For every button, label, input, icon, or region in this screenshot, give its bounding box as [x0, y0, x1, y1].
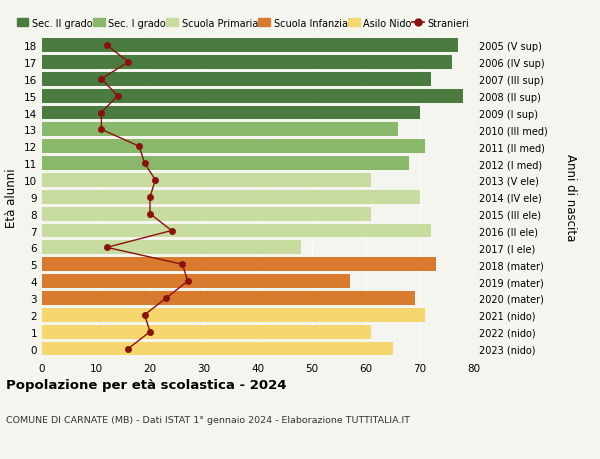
Bar — [42, 325, 371, 339]
Bar — [42, 39, 458, 53]
Legend: Sec. II grado, Sec. I grado, Scuola Primaria, Scuola Infanzia, Asilo Nido, Stran: Sec. II grado, Sec. I grado, Scuola Prim… — [17, 19, 469, 28]
Text: COMUNE DI CARNATE (MB) - Dati ISTAT 1° gennaio 2024 - Elaborazione TUTTITALIA.IT: COMUNE DI CARNATE (MB) - Dati ISTAT 1° g… — [6, 415, 410, 425]
Bar — [42, 73, 431, 86]
Bar — [42, 241, 301, 255]
Text: Popolazione per età scolastica - 2024: Popolazione per età scolastica - 2024 — [6, 379, 287, 392]
Y-axis label: Anni di nascita: Anni di nascita — [564, 154, 577, 241]
Y-axis label: Età alunni: Età alunni — [5, 168, 19, 227]
Bar — [42, 190, 420, 204]
Bar — [42, 291, 415, 305]
Bar — [42, 207, 371, 221]
Bar — [42, 157, 409, 171]
Bar — [42, 123, 398, 137]
Bar — [42, 308, 425, 322]
Bar — [42, 224, 431, 238]
Bar — [42, 56, 452, 70]
Bar — [42, 174, 371, 187]
Bar — [42, 106, 420, 120]
Bar — [42, 342, 393, 356]
Bar — [42, 258, 436, 272]
Bar — [42, 90, 463, 103]
Bar — [42, 140, 425, 154]
Bar — [42, 274, 350, 288]
